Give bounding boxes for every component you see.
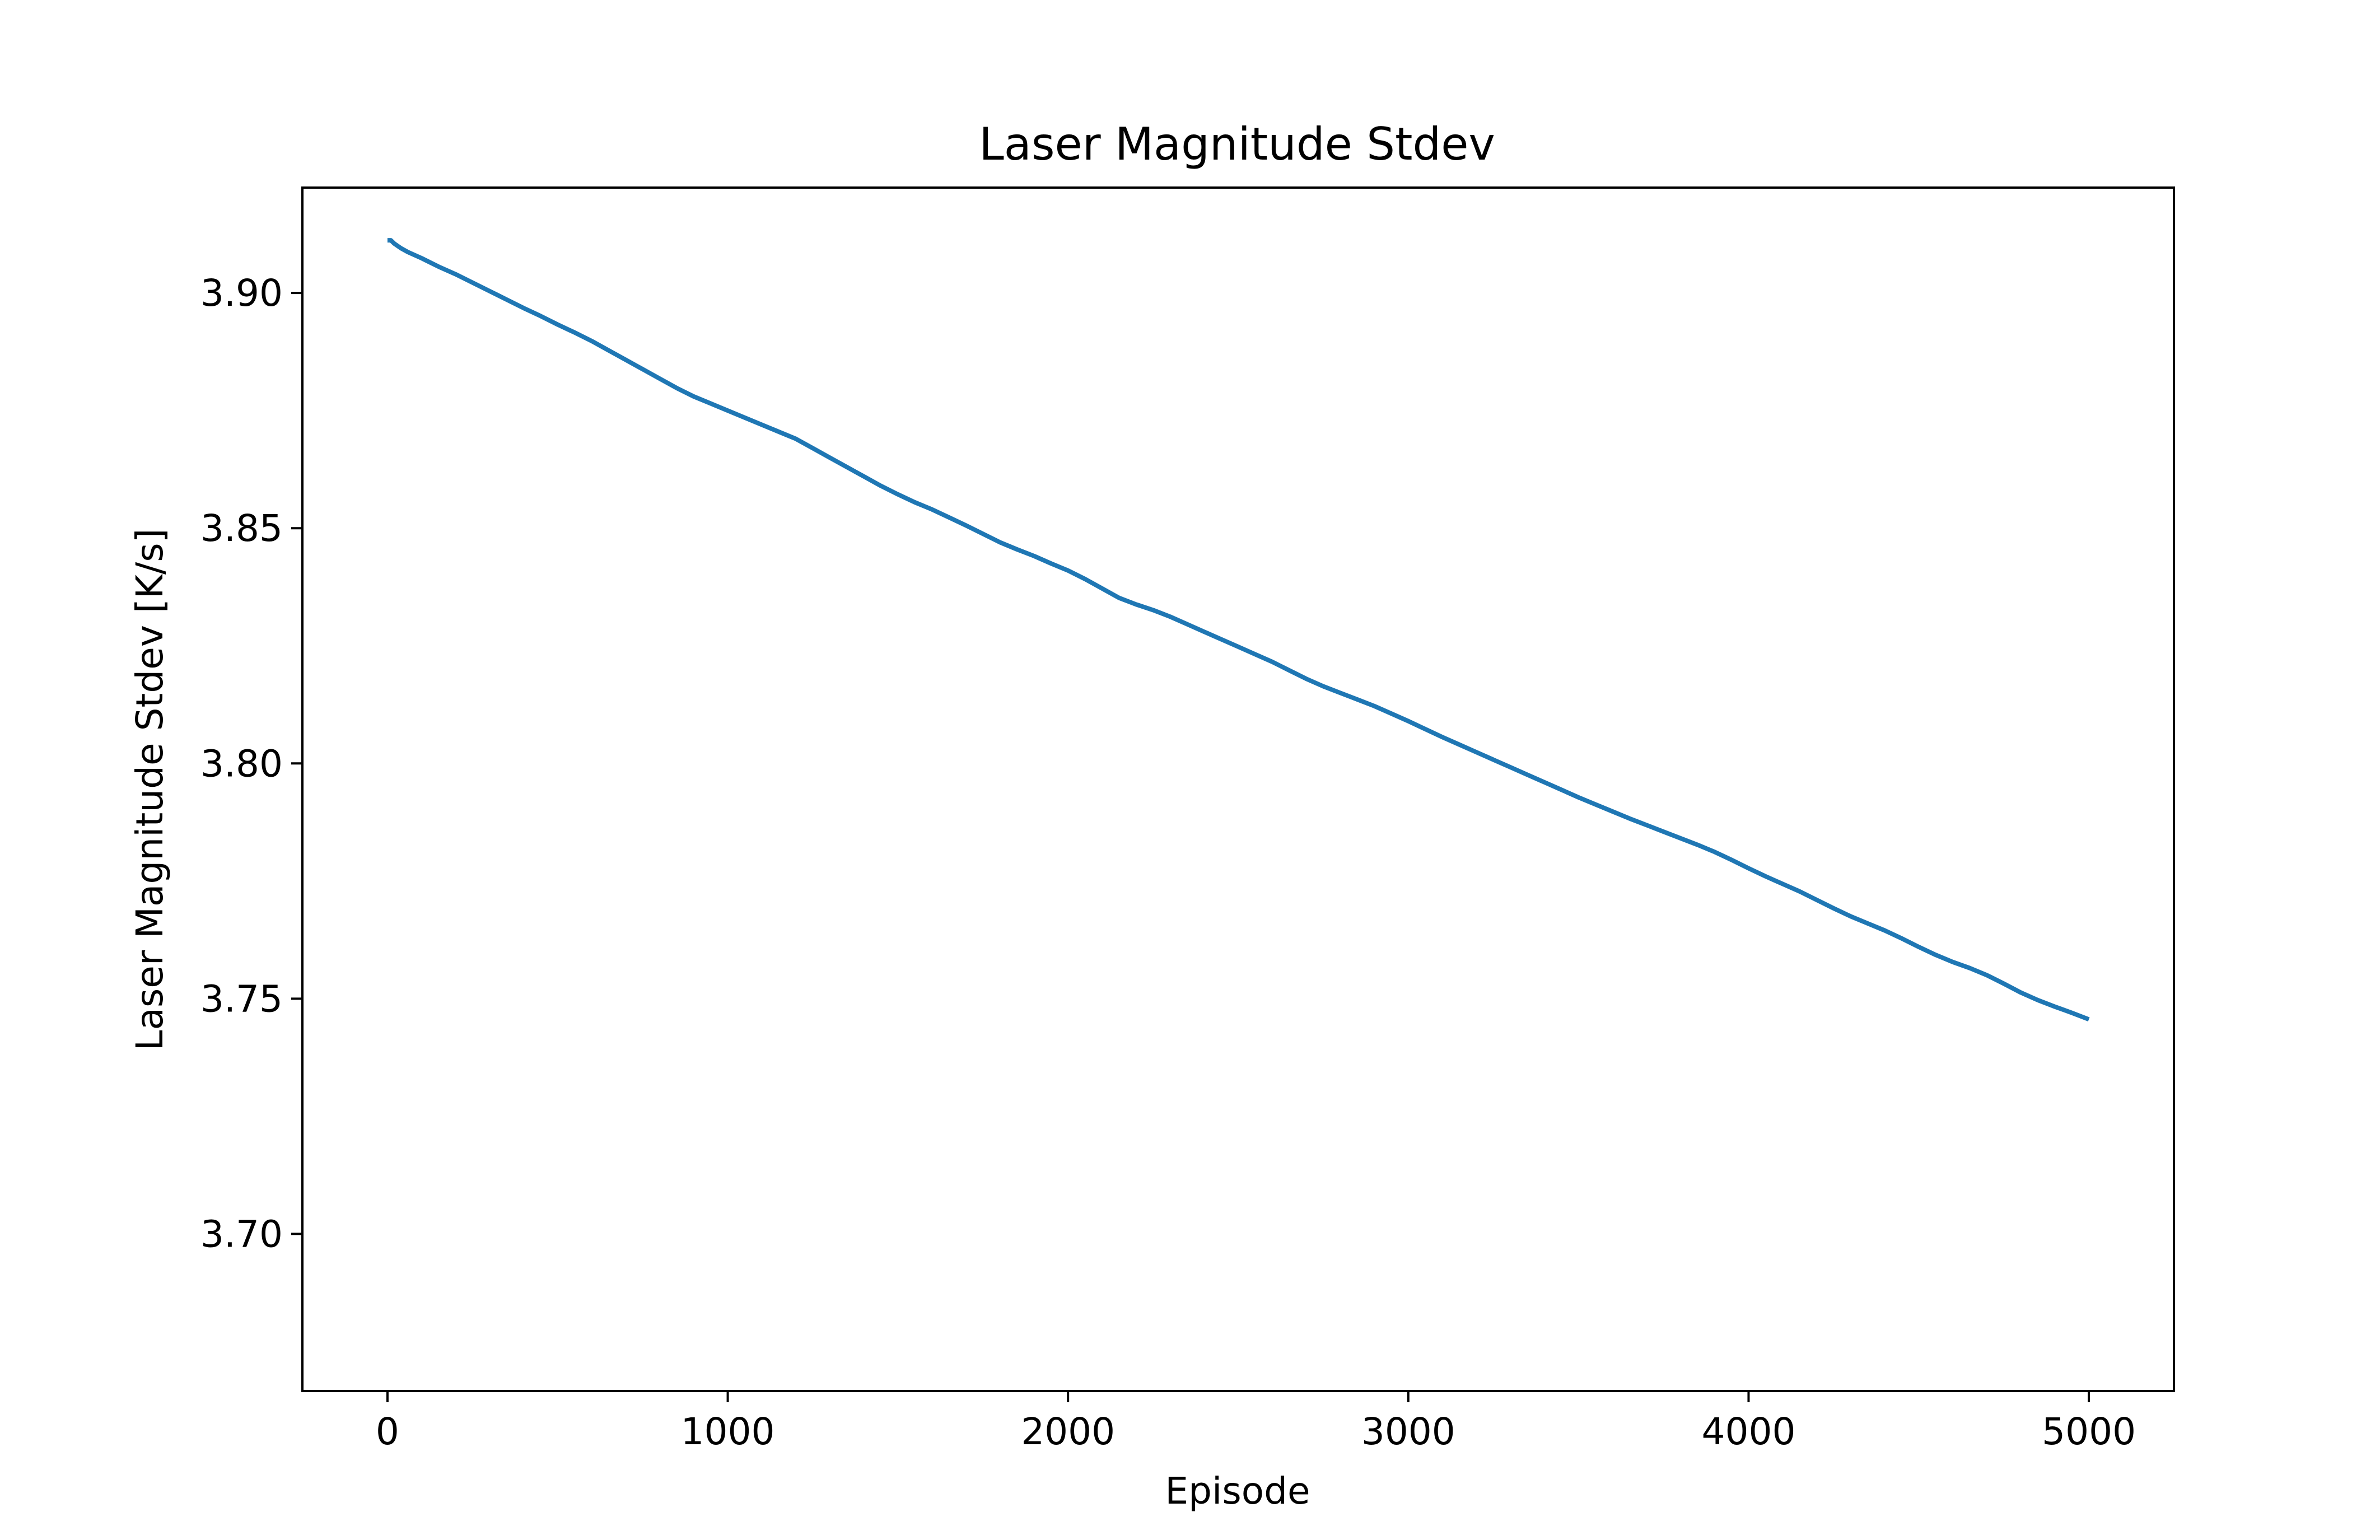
y-tick-label: 3.80 <box>200 742 283 785</box>
x-tick-label: 1000 <box>681 1410 775 1453</box>
x-axis-label: Episode <box>1165 1469 1310 1513</box>
y-axis: 3.70 3.75 3.80 3.85 3.90 <box>200 272 302 1256</box>
x-tick-label: 2000 <box>1021 1410 1115 1453</box>
y-tick-label: 3.75 <box>200 977 283 1020</box>
chart-title: Laser Magnitude Stdev <box>979 118 1495 170</box>
y-tick-label: 3.70 <box>200 1212 283 1256</box>
x-axis: 0 1000 2000 3000 4000 5000 <box>376 1391 2136 1453</box>
x-tick-label: 5000 <box>2042 1410 2136 1453</box>
plot-area <box>387 238 2090 1022</box>
y-axis-label: Laser Magnitude Stdev [K/s] <box>128 529 171 1051</box>
x-tick-label: 4000 <box>1701 1410 1795 1453</box>
x-tick-label: 3000 <box>1361 1410 1455 1453</box>
axes-frame <box>301 186 2175 1392</box>
y-tick-label: 3.85 <box>200 507 283 550</box>
x-tick-label: 0 <box>376 1410 399 1453</box>
series-line-1 <box>387 238 2090 1022</box>
y-tick-label: 3.90 <box>200 272 283 315</box>
